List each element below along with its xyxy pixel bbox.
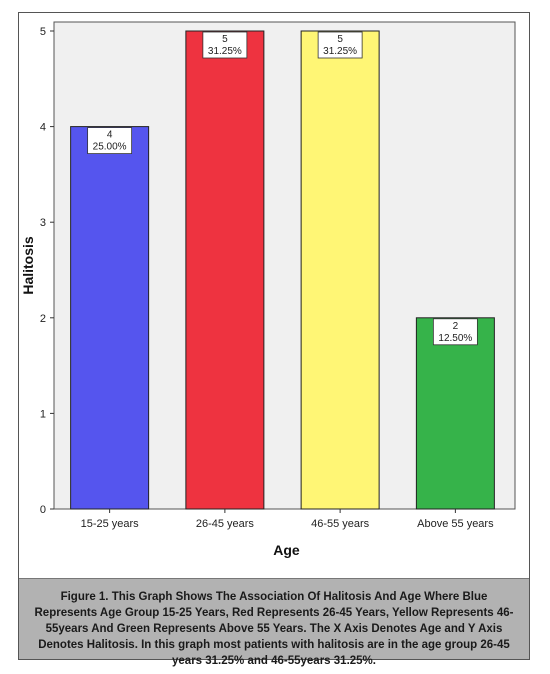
y-tick-label: 2 (40, 313, 46, 325)
y-axis-label: Halitosis (20, 236, 36, 295)
x-tick-label: 46-55 years (311, 518, 370, 530)
bar (300, 30, 380, 510)
y-axis: 0 1 2 3 4 5 (40, 26, 54, 516)
x-tick-label: 15-25 years (81, 518, 140, 530)
y-tick-label: 5 (40, 26, 46, 38)
y-tick-label: 1 (40, 408, 46, 420)
data-label-value: 5 (337, 34, 343, 45)
data-label-percent: 25.00% (93, 142, 127, 153)
data-label-value: 5 (222, 34, 228, 45)
bars: 425.00%531.25%531.25%212.50% (70, 30, 495, 510)
x-tick-label: 26-45 years (196, 518, 255, 530)
data-label-percent: 12.50% (438, 333, 472, 344)
y-tick-label: 0 (40, 504, 46, 516)
data-label-box (317, 31, 363, 59)
caption-text: Figure 1. This Graph Shows The Associati… (34, 591, 514, 667)
data-label-box (202, 31, 248, 59)
data-label-percent: 31.25% (323, 46, 357, 57)
figure-caption: Figure 1. This Graph Shows The Associati… (19, 578, 529, 667)
data-label-box (87, 127, 133, 154)
data-label-value: 2 (453, 321, 459, 332)
y-tick-label: 3 (40, 217, 46, 229)
x-axis-label: Age (273, 542, 300, 558)
bar (415, 317, 495, 510)
x-tick-label: Above 55 years (417, 518, 494, 530)
data-label-value: 4 (107, 130, 113, 141)
data-label-box (432, 318, 478, 346)
bar (70, 126, 150, 510)
data-label-percent: 31.25% (208, 46, 242, 57)
y-tick-label: 4 (40, 122, 46, 134)
bar (185, 30, 265, 510)
x-axis: 15-25 years 26-45 years 46-55 years Above 5… (81, 509, 494, 530)
